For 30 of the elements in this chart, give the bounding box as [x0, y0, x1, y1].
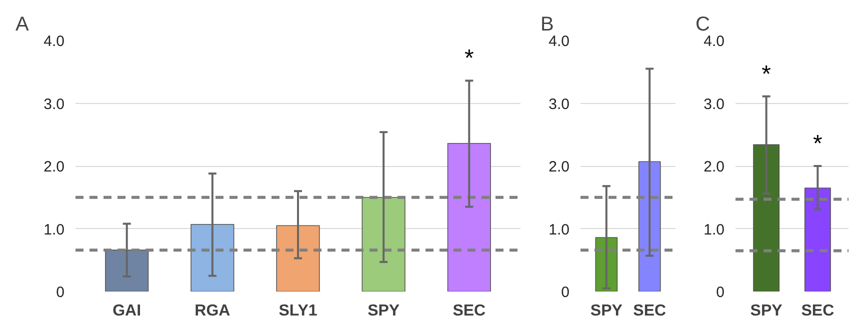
- y-tick-label: 4.0: [44, 33, 65, 50]
- y-tick-label: 1.0: [548, 221, 570, 238]
- y-tick-label: 1.0: [704, 221, 725, 238]
- y-tick-label: 3.0: [44, 96, 65, 113]
- x-tick-label: SLY1: [278, 302, 318, 320]
- annotation: *: [813, 130, 822, 158]
- x-tick-label: SPY: [368, 302, 400, 320]
- chart-title: C: [696, 14, 710, 36]
- y-tick-label: 0: [716, 284, 724, 301]
- chart-title: B: [540, 14, 554, 36]
- y-tick-label: 1.0: [44, 221, 65, 238]
- y-tick-label: 3.0: [704, 96, 725, 113]
- x-tick-label: SPY: [750, 302, 783, 320]
- y-tick-label: 0: [56, 284, 64, 301]
- y-tick-label: 2.0: [704, 158, 725, 176]
- annotation: *: [464, 45, 474, 72]
- x-tick-label: RGA: [194, 302, 231, 320]
- y-tick-label: 0: [561, 284, 570, 301]
- x-tick-label: SEC: [452, 302, 486, 320]
- annotation: *: [762, 60, 771, 88]
- x-tick-label: SEC: [633, 302, 666, 320]
- y-tick-label: 2.0: [548, 158, 570, 176]
- chart-title: A: [16, 14, 30, 36]
- y-tick-label: 4.0: [704, 33, 725, 50]
- x-tick-label: GAI: [112, 302, 142, 320]
- x-tick-label: SPY: [590, 302, 623, 320]
- y-tick-label: 4.0: [548, 33, 570, 50]
- y-tick-label: 3.0: [548, 96, 570, 113]
- y-tick-label: 2.0: [44, 158, 65, 176]
- x-tick-label: SEC: [801, 302, 835, 320]
